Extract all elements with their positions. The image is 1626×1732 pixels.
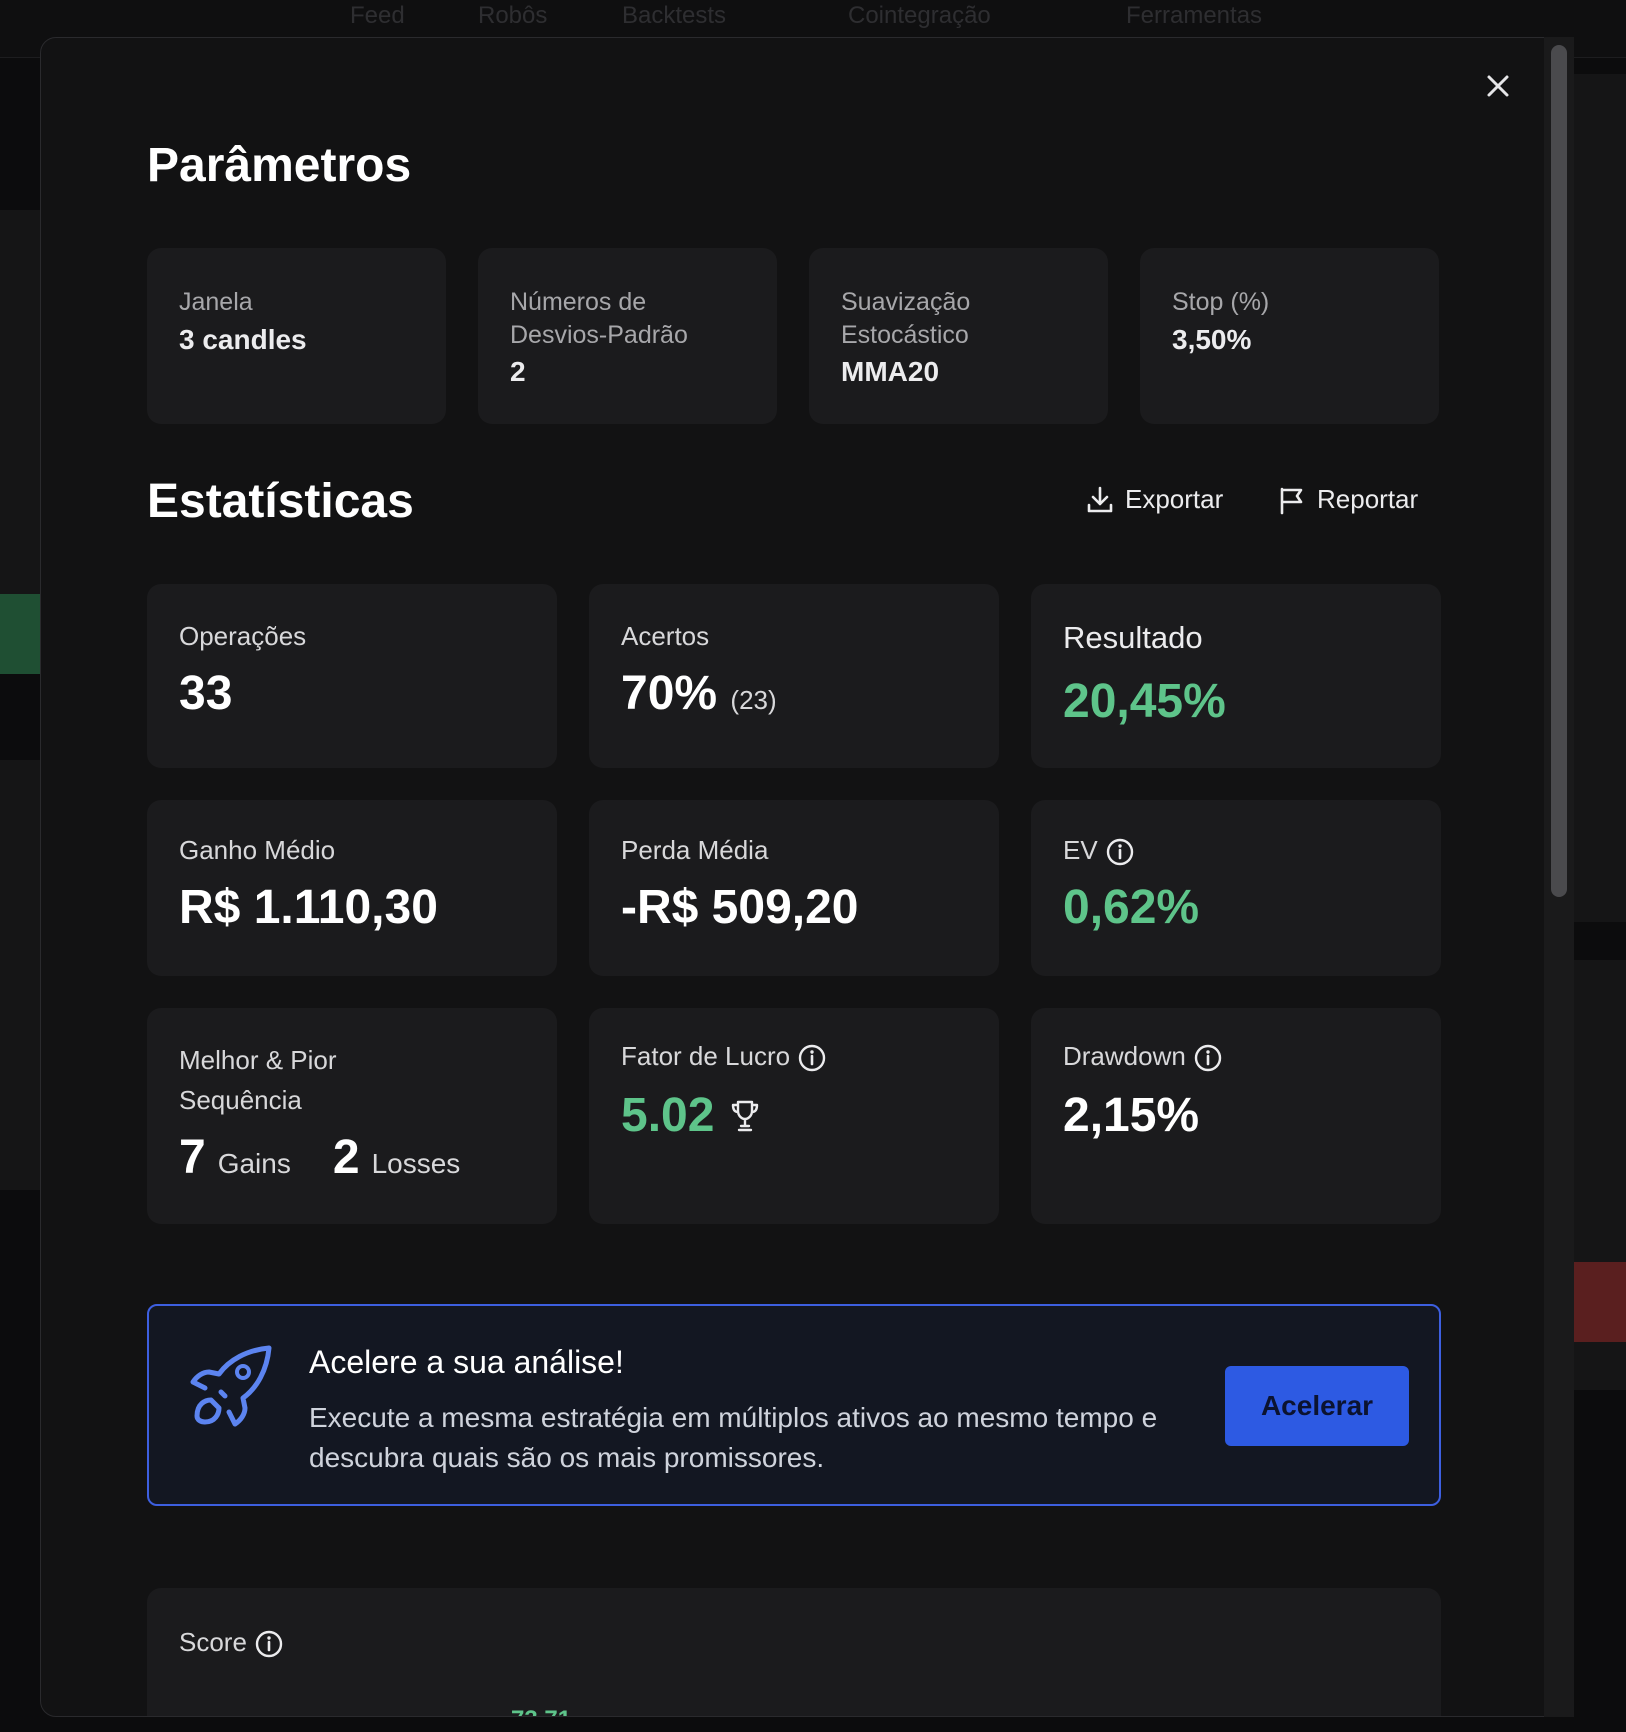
param-value: MMA20 [841,356,940,387]
param-value: 3,50% [1172,324,1252,355]
export-button[interactable]: Exportar [1085,484,1223,515]
stat-card-resultado: Resultado 20,45% [1031,584,1441,768]
stat-label: Perda Média [621,835,769,865]
param-card-janela: Janela 3 candles [147,248,446,424]
statistics-modal: Parâmetros Janela 3 candles Números de D… [40,37,1574,1717]
score-label: Score [179,1627,247,1657]
worst-sequence-value: 2 [332,1131,360,1184]
flag-icon [1280,487,1303,514]
promo-text: Execute a mesma estratégia em múltiplos … [309,1402,1158,1473]
nav-item-robos[interactable]: Robôs [478,2,548,29]
nav-item-ferramentas[interactable]: Ferramentas [1126,2,1263,29]
stat-label: EV [1063,835,1098,865]
background-panel [0,760,40,1190]
stat-card-perda-media: Perda Média -R$ 509,20 [589,800,999,976]
stat-count: (23) [730,685,777,715]
rocket-icon [190,1345,272,1427]
param-label: Suavização Estocástico [841,288,971,349]
param-label: Números de Desvios-Padrão [510,288,688,349]
stat-label: Resultado [1063,620,1203,655]
info-icon[interactable] [1193,1043,1223,1073]
score-value: 73.71 [511,1706,571,1716]
promo-title: Acelere a sua análise! [309,1344,624,1380]
best-sequence-value: 7 [179,1131,206,1184]
stat-card-ev: EV 0,62% [1031,800,1441,976]
stat-card-acertos: Acertos 70% (23) [589,584,999,768]
stat-value: 20,45% [1063,675,1226,728]
nav-item-cointegracao[interactable]: Cointegração [848,2,991,29]
stat-card-ganho-medio: Ganho Médio R$ 1.110,30 [147,800,557,976]
stat-value: 5.02 [621,1089,715,1142]
export-label: Exportar [1125,484,1224,514]
stat-card-drawdown: Drawdown 2,15% [1031,1008,1441,1224]
param-card-suavizacao: Suavização Estocástico MMA20 [809,248,1108,424]
info-icon[interactable] [1105,837,1135,867]
info-icon[interactable] [797,1043,827,1073]
nav-item-backtests[interactable]: Backtests [622,2,727,29]
param-card-desvios: Números de Desvios-Padrão 2 [478,248,777,424]
scrollbar-thumb[interactable] [1551,45,1567,897]
param-label: Janela [179,288,253,316]
background-button [0,594,40,674]
stat-value: 70% [621,667,718,720]
report-button[interactable]: Reportar [1277,484,1418,515]
stat-label: Melhor & Pior Sequência [179,1045,337,1115]
param-label: Stop (%) [1172,288,1270,316]
stat-value: 2,15% [1063,1089,1200,1142]
param-value: 2 [510,356,526,387]
stat-card-sequencia: Melhor & Pior Sequência 7 Gains 2 Losses [147,1008,557,1224]
stat-label: Drawdown [1063,1041,1186,1071]
stat-value: 0,62% [1063,881,1200,934]
promo-banner: Acelere a sua análise! Execute a mesma e… [147,1304,1441,1506]
score-card: Score 73.71 [147,1588,1441,1716]
worst-sequence-label: Losses [371,1148,461,1179]
background-button [1574,1262,1626,1342]
accelerate-button[interactable]: Acelerar [1225,1366,1409,1446]
stat-card-fator-lucro: Fator de Lucro 5.02 [589,1008,999,1224]
trophy-icon [732,1100,759,1131]
background-panel [1574,74,1626,922]
param-value: 3 candles [179,324,307,355]
background-panel [0,210,40,650]
download-icon [1087,486,1113,512]
stat-label: Fator de Lucro [621,1041,791,1071]
stat-label: Acertos [621,621,710,651]
best-sequence-label: Gains [217,1148,291,1179]
param-card-stop: Stop (%) 3,50% [1140,248,1439,424]
nav-item-feed[interactable]: Feed [350,2,405,29]
stat-value: -R$ 509,20 [621,881,859,934]
stat-label: Operações [179,621,307,651]
stat-value: 33 [179,667,233,720]
stat-value: R$ 1.110,30 [179,881,438,934]
stat-card-operacoes: Operações 33 [147,584,557,768]
close-icon[interactable] [1483,71,1513,101]
parametros-title: Parâmetros [147,139,412,192]
report-label: Reportar [1317,484,1419,514]
stat-label: Ganho Médio [179,835,336,865]
info-icon[interactable] [254,1629,284,1659]
estatisticas-title: Estatísticas [147,475,414,528]
